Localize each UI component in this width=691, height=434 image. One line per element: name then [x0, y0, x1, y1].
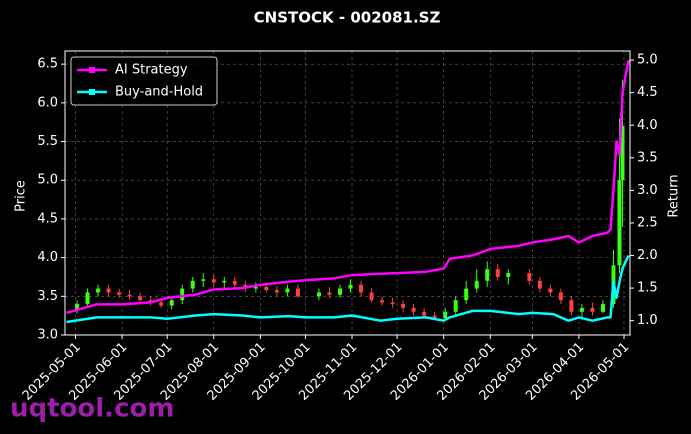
- y-tick-label: 3.5: [37, 289, 58, 304]
- y-axis-label: Price: [14, 180, 29, 212]
- candle-body: [138, 296, 143, 301]
- series-line: [66, 255, 630, 324]
- candle-body: [85, 292, 90, 305]
- y2-axis-label: Return: [667, 174, 682, 217]
- y-tick-label: 6.5: [37, 57, 58, 72]
- candle-body: [443, 311, 448, 318]
- legend-label: Buy-and-Hold: [115, 85, 203, 100]
- candle-body: [295, 288, 300, 297]
- candle-body: [337, 288, 342, 295]
- candle-body: [369, 292, 374, 301]
- candle-body: [222, 280, 227, 283]
- candle-body: [380, 300, 385, 303]
- candle-body: [558, 292, 563, 301]
- candle-body: [590, 307, 595, 312]
- candle-body: [527, 273, 532, 281]
- y2-tick-label: 1.5: [637, 281, 658, 296]
- candle-body: [285, 288, 290, 293]
- candle-body: [474, 280, 479, 289]
- candle-body: [401, 304, 406, 308]
- y2-tick-label: 3.0: [637, 183, 658, 198]
- candle-body: [620, 126, 625, 181]
- watermark: uqtool.com: [10, 394, 174, 424]
- y-tick-label: 4.5: [37, 211, 58, 226]
- legend-box: [70, 56, 218, 106]
- candle-body: [600, 304, 605, 312]
- candle-body: [253, 287, 258, 289]
- candle-body: [211, 279, 216, 283]
- y2-tick-label: 4.0: [637, 118, 658, 133]
- candle-body: [432, 315, 437, 318]
- candle-body: [190, 280, 195, 289]
- candle-body: [617, 180, 622, 266]
- y-tick-label: 5.5: [37, 134, 58, 149]
- candle-body: [453, 300, 458, 312]
- y2-tick-label: 3.5: [637, 150, 658, 165]
- candle-body: [106, 288, 111, 293]
- candle-body: [316, 292, 321, 297]
- y2-tick-label: 4.5: [637, 85, 658, 100]
- candle-body: [485, 269, 490, 281]
- candle-body: [359, 284, 364, 293]
- series-line: [66, 59, 630, 315]
- candle-body: [569, 300, 574, 312]
- legend-marker: [89, 89, 95, 95]
- candle-body: [127, 294, 132, 297]
- candle-body: [264, 287, 269, 291]
- y-tick-label: 4.0: [37, 250, 58, 265]
- candle-body: [159, 302, 164, 306]
- y-tick-label: 6.0: [37, 95, 58, 110]
- chart-title: CNSTOCK - 002081.SZ: [254, 9, 441, 27]
- candle-body: [495, 269, 500, 277]
- candle-body: [537, 280, 542, 289]
- candle-body: [180, 288, 185, 301]
- candle-body: [117, 292, 122, 295]
- candle-body: [348, 284, 353, 289]
- y2-tick-label: 5.0: [637, 53, 658, 68]
- y-tick-label: 3.0: [37, 328, 58, 343]
- y-tick-label: 5.0: [37, 173, 58, 188]
- candle-body: [201, 279, 206, 281]
- y2-tick-label: 2.0: [637, 248, 658, 263]
- candle-body: [169, 300, 174, 306]
- y2-tick-label: 1.0: [637, 313, 658, 328]
- candle-body: [579, 307, 584, 312]
- legend-marker: [89, 67, 95, 73]
- candle-body: [327, 292, 332, 295]
- y2-tick-label: 2.5: [637, 215, 658, 230]
- candle-body: [274, 290, 279, 293]
- candle-body: [411, 307, 416, 312]
- candle-body: [75, 304, 80, 311]
- plot-frame: [64, 50, 631, 336]
- candle-body: [464, 288, 469, 301]
- candle-body: [232, 280, 237, 285]
- candle-body: [422, 311, 427, 316]
- legend-label: AI Strategy: [115, 63, 188, 78]
- candle-body: [96, 288, 101, 293]
- legend: AI Strategy Buy-and-Hold: [70, 56, 218, 106]
- candle-body: [390, 302, 395, 305]
- candle-body: [548, 288, 553, 293]
- candle-body: [506, 273, 511, 277]
